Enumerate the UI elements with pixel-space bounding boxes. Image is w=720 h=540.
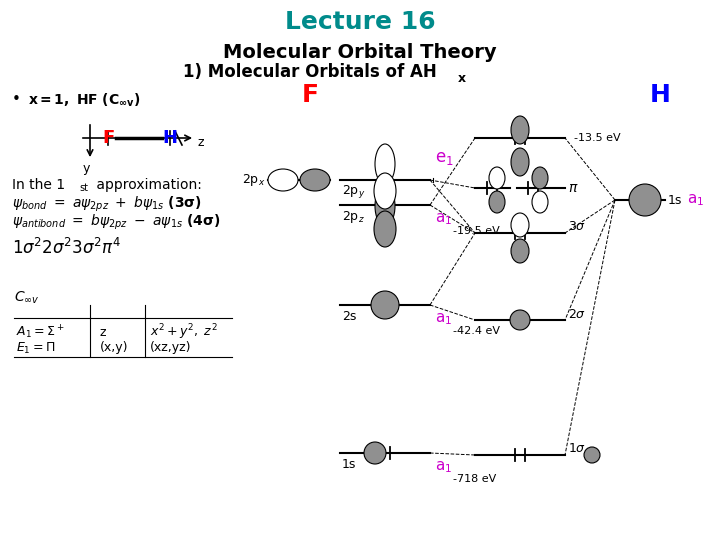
Text: $\pi$: $\pi$ — [568, 181, 579, 195]
Text: $C_{\infty v}$: $C_{\infty v}$ — [14, 290, 40, 306]
Text: z: z — [100, 326, 107, 339]
Text: -19.5 eV: -19.5 eV — [453, 226, 500, 236]
Ellipse shape — [511, 148, 529, 176]
Text: (xz,yz): (xz,yz) — [150, 341, 192, 354]
Text: (x,y): (x,y) — [100, 341, 128, 354]
Text: approximation:: approximation: — [92, 178, 202, 192]
Text: 2p$_y$: 2p$_y$ — [342, 184, 365, 200]
Text: a$_1$: a$_1$ — [435, 459, 452, 475]
Text: -718 eV: -718 eV — [453, 474, 496, 484]
Ellipse shape — [511, 239, 529, 263]
Ellipse shape — [489, 191, 505, 213]
Text: st: st — [79, 183, 88, 193]
Ellipse shape — [375, 144, 395, 184]
Text: e$_1$: e$_1$ — [435, 149, 454, 167]
Text: y: y — [83, 162, 91, 175]
Ellipse shape — [364, 442, 386, 464]
Text: Lecture 16: Lecture 16 — [284, 10, 436, 34]
Text: z: z — [197, 136, 204, 148]
Text: F: F — [102, 129, 114, 147]
Ellipse shape — [374, 211, 396, 247]
Ellipse shape — [629, 184, 661, 216]
Text: 2$\sigma$: 2$\sigma$ — [568, 307, 586, 321]
Text: Molecular Orbital Theory: Molecular Orbital Theory — [223, 43, 497, 62]
Text: 1) Molecular Orbitals of AH: 1) Molecular Orbitals of AH — [183, 63, 437, 81]
Text: In the 1: In the 1 — [12, 178, 65, 192]
Text: a$_1$: a$_1$ — [435, 311, 452, 327]
Text: $E_1=\Pi$: $E_1=\Pi$ — [16, 340, 55, 355]
Text: F: F — [302, 83, 318, 107]
Text: -13.5 eV: -13.5 eV — [574, 133, 621, 143]
Text: $\psi_{bond}\ =\ a\psi_{2pz}\ +\ b\psi_{1s}\ \mathbf{(3\sigma)}$: $\psi_{bond}\ =\ a\psi_{2pz}\ +\ b\psi_{… — [12, 194, 202, 214]
Text: -42.4 eV: -42.4 eV — [453, 326, 500, 336]
Text: $1\sigma^{2}2\sigma^{2}3\sigma^{2}\pi^{4}$: $1\sigma^{2}2\sigma^{2}3\sigma^{2}\pi^{4… — [12, 238, 121, 258]
Text: 1s: 1s — [342, 458, 356, 471]
Text: $\psi_{antibond}\ =\ b\psi_{2pz}\ -\ a\psi_{1s}\ \mathbf{(4\sigma)}$: $\psi_{antibond}\ =\ b\psi_{2pz}\ -\ a\p… — [12, 212, 220, 232]
Text: 1$\sigma$: 1$\sigma$ — [568, 442, 586, 456]
Ellipse shape — [300, 169, 330, 191]
Ellipse shape — [375, 186, 395, 226]
Ellipse shape — [371, 291, 399, 319]
Text: 1s: 1s — [668, 193, 683, 206]
Text: a$_1$: a$_1$ — [687, 192, 704, 208]
Text: $A_1=\Sigma^+$: $A_1=\Sigma^+$ — [16, 323, 65, 341]
Text: H: H — [649, 83, 670, 107]
Text: 2p$_z$: 2p$_z$ — [342, 209, 365, 225]
Text: •: • — [12, 92, 21, 107]
Ellipse shape — [510, 310, 530, 330]
Ellipse shape — [511, 116, 529, 144]
Ellipse shape — [532, 191, 548, 213]
Text: 2p$_x$: 2p$_x$ — [242, 172, 265, 188]
Text: 2s: 2s — [342, 310, 356, 323]
Text: H: H — [163, 129, 178, 147]
Text: 4$\sigma$: 4$\sigma$ — [511, 122, 529, 134]
Text: a$_1$: a$_1$ — [435, 211, 452, 227]
Ellipse shape — [511, 213, 529, 237]
Text: $\bf{x = 1,\ HF\ (C_{\infty v})}$: $\bf{x = 1,\ HF\ (C_{\infty v})}$ — [28, 91, 140, 109]
Text: 3$\sigma$: 3$\sigma$ — [568, 220, 586, 233]
Ellipse shape — [489, 167, 505, 189]
Ellipse shape — [584, 447, 600, 463]
Ellipse shape — [374, 173, 396, 209]
Text: $x^2+y^2,\ z^2$: $x^2+y^2,\ z^2$ — [150, 322, 217, 342]
Ellipse shape — [268, 169, 298, 191]
Text: x: x — [458, 71, 466, 84]
Ellipse shape — [532, 167, 548, 189]
